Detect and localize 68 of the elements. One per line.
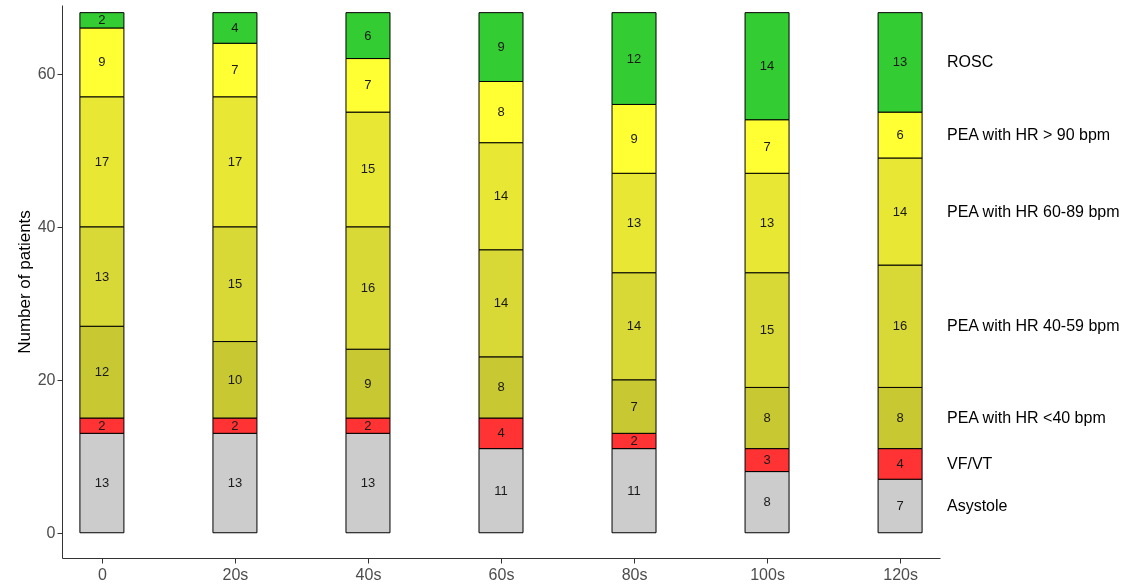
data-label: 8 [763,410,771,426]
data-label: 6 [364,27,372,43]
data-label: 2 [98,417,106,433]
series-label: PEA with HR <40 bpm [947,409,1106,427]
data-label: 6 [896,127,904,143]
data-label: 7 [763,138,771,154]
x-tick-label: 0 [97,565,107,583]
x-tick-label: 100s [750,565,785,583]
x-tick-label: 40s [355,565,382,583]
data-label: 9 [630,130,638,146]
data-label: 13 [892,54,908,70]
data-label: 9 [364,375,372,391]
series-label: VF/VT [947,454,993,472]
data-label: 13 [94,475,110,491]
data-label: 8 [763,494,771,510]
data-label: 10 [227,371,243,387]
data-label: 8 [896,410,904,426]
data-label: 15 [227,276,243,292]
y-tick-label: 60 [37,65,56,83]
data-label: 4 [896,455,904,471]
data-label: 16 [892,318,908,334]
data-label: 14 [892,203,908,219]
data-label: 2 [231,417,239,433]
data-label: 2 [630,432,638,448]
x-tick-label: 20s [222,565,249,583]
series-label: ROSC [947,53,994,71]
data-label: 13 [626,214,642,230]
data-label: 14 [626,318,642,334]
data-label: 9 [98,54,106,70]
data-label: 17 [227,153,243,169]
data-label: 8 [497,379,505,395]
data-label: 13 [360,475,376,491]
data-label: 13 [227,475,243,491]
data-label: 2 [98,12,106,28]
data-label: 15 [360,161,376,177]
y-tick-label: 0 [46,524,56,542]
data-label: 12 [626,50,642,66]
data-label: 7 [364,77,372,93]
data-label: 7 [231,62,239,78]
series-label: PEA with HR 60-89 bpm [947,202,1120,220]
data-label: 7 [896,497,904,513]
data-label: 12 [94,364,110,380]
data-label: 14 [759,58,775,74]
data-label: 4 [497,425,505,441]
data-label: 4 [231,19,239,35]
data-label: 7 [630,398,638,414]
data-label: 13 [94,268,110,284]
series-label: Asystole [947,496,1008,514]
data-label: 15 [759,322,775,338]
y-axis-title: Number of patients [14,210,34,354]
data-label: 14 [493,188,509,204]
data-label: 2 [364,417,372,433]
y-tick-label: 40 [37,218,56,236]
series-label: PEA with HR > 90 bpm [947,126,1111,144]
data-label: 11 [627,482,641,498]
data-label: 3 [763,452,771,468]
data-label: 9 [497,39,505,55]
x-tick-label: 60s [488,565,515,583]
data-label: 8 [497,104,505,120]
data-label: 14 [493,295,509,311]
data-label: 11 [494,482,508,498]
x-tick-label: 120s [883,565,918,583]
x-tick-label: 80s [621,565,648,583]
series-label: PEA with HR 40-59 bpm [947,317,1120,335]
data-label: 16 [360,280,376,295]
data-label: 13 [759,214,775,230]
data-label: 17 [94,153,110,169]
y-tick-label: 20 [37,371,56,389]
